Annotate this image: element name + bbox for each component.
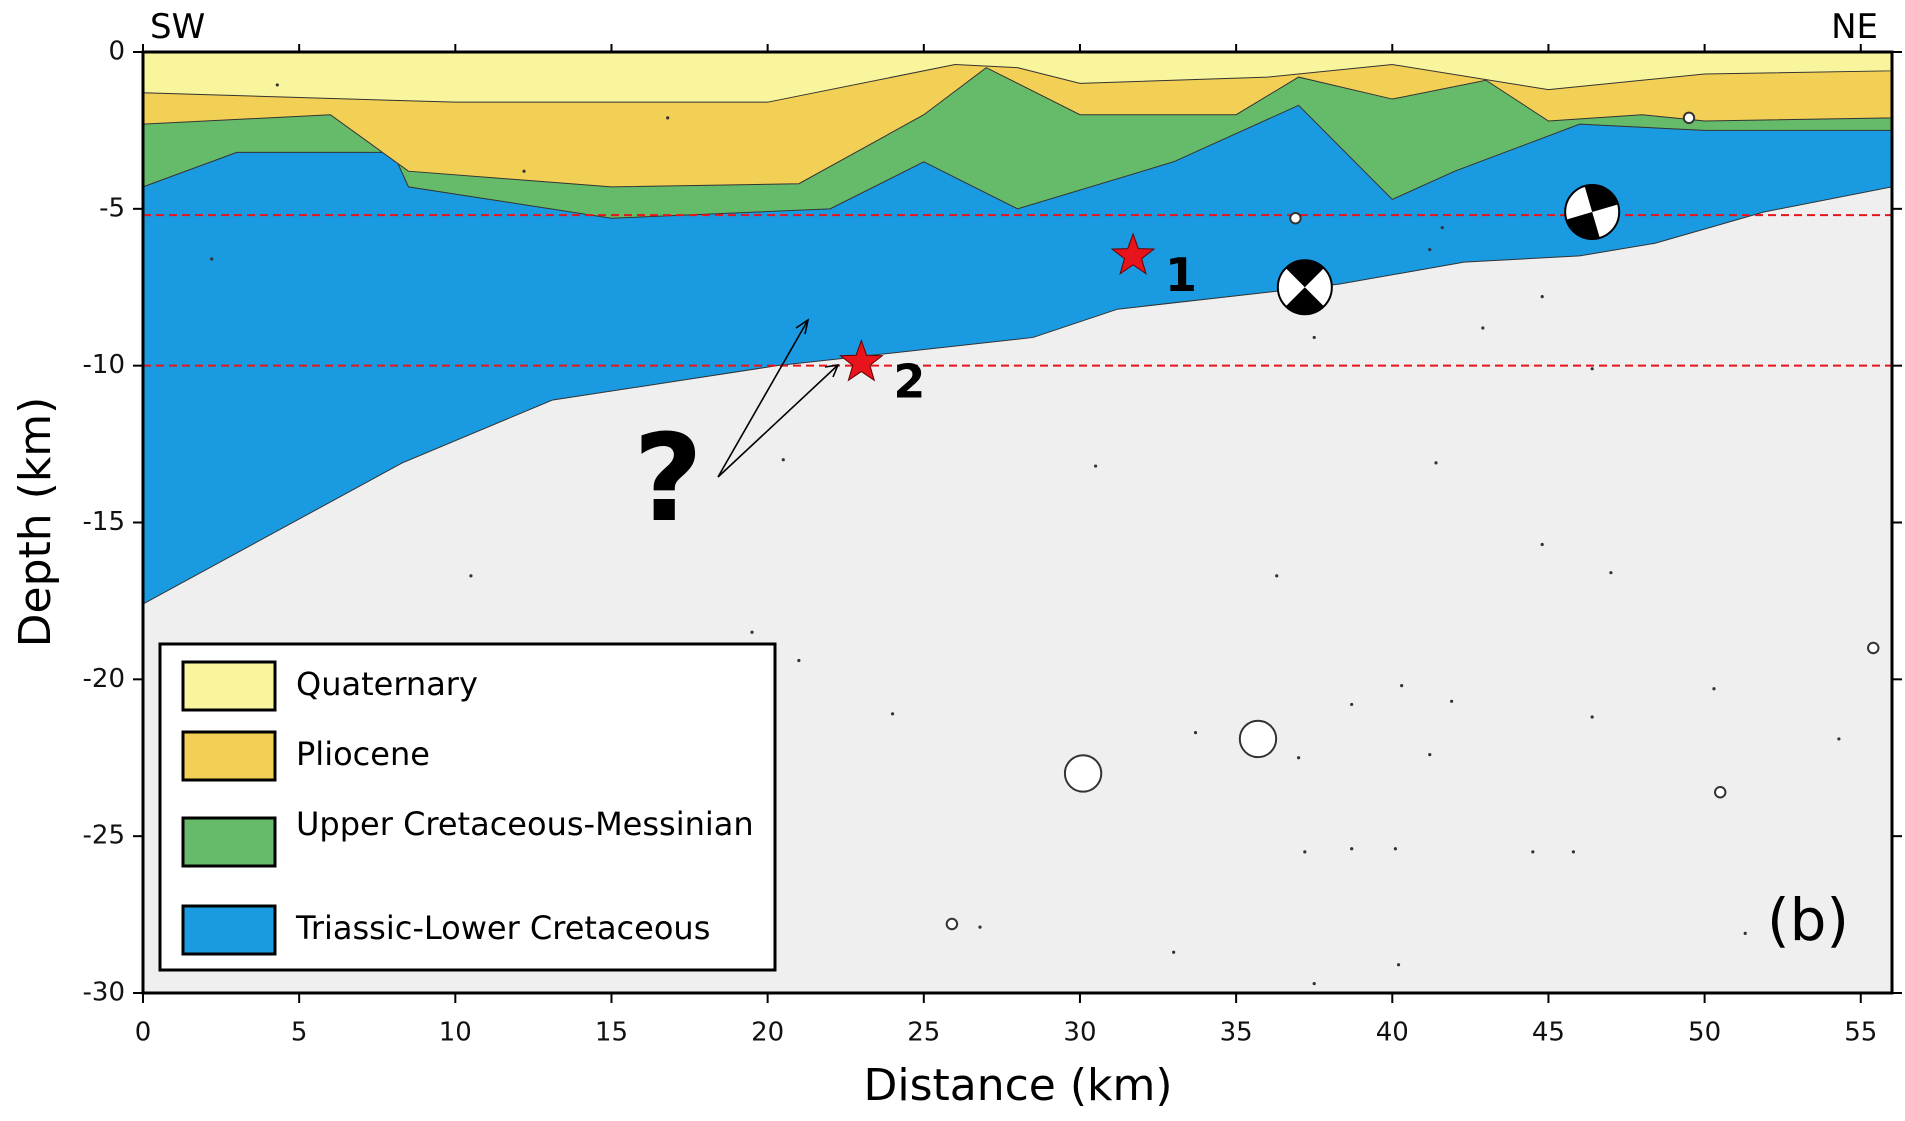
earthquake <box>1428 248 1431 251</box>
earthquake <box>1313 982 1316 985</box>
earthquake <box>1481 326 1484 329</box>
x-tick-label: 15 <box>595 1018 628 1048</box>
earthquake <box>750 631 753 634</box>
panel-label: (b) <box>1767 886 1849 954</box>
y-axis-label: Depth (km) <box>10 397 61 648</box>
x-tick-label: 10 <box>439 1018 472 1048</box>
y-tick-label: -20 <box>83 664 125 694</box>
x-tick-label: 55 <box>1844 1018 1877 1048</box>
legend-swatch <box>183 818 275 866</box>
earthquake <box>1744 932 1747 935</box>
earthquake <box>1313 336 1316 339</box>
earthquake <box>1394 847 1397 850</box>
earthquake <box>1094 464 1097 467</box>
earthquake <box>1837 737 1840 740</box>
x-tick-label: 20 <box>751 1018 784 1048</box>
y-tick-label: -10 <box>83 350 125 380</box>
x-tick-label: 45 <box>1532 1018 1565 1048</box>
x-tick-label: 40 <box>1376 1018 1409 1048</box>
earthquake <box>1572 850 1575 853</box>
earthquake <box>1303 850 1306 853</box>
legend-label: Upper Cretaceous-Messinian <box>296 805 754 843</box>
earthquake <box>1609 571 1612 574</box>
earthquake <box>1350 703 1353 706</box>
legend: Quaternary Pliocene Upper Cretaceous-Messi… <box>160 644 775 970</box>
y-tick-label: -5 <box>99 193 125 223</box>
earthquake <box>782 458 785 461</box>
y-tick-label: -25 <box>83 821 125 851</box>
star-label: 2 <box>893 355 925 409</box>
x-tick-label: 50 <box>1688 1018 1721 1048</box>
earthquake <box>1531 850 1534 853</box>
earthquake <box>947 919 957 929</box>
star-label: 1 <box>1165 248 1197 302</box>
earthquake <box>1240 721 1276 757</box>
earthquake <box>1065 755 1101 791</box>
focal-mechanism <box>1565 185 1619 239</box>
y-tick-label: -30 <box>83 978 125 1008</box>
earthquake <box>469 574 472 577</box>
earthquake <box>1450 700 1453 703</box>
legend-label: Triassic-Lower Cretaceous <box>295 909 710 947</box>
right-label: NE <box>1831 7 1878 47</box>
earthquake <box>1434 461 1437 464</box>
earthquake <box>1541 295 1544 298</box>
earthquake <box>978 926 981 929</box>
earthquake <box>1194 731 1197 734</box>
earthquake <box>1172 951 1175 954</box>
earthquake <box>1591 715 1594 718</box>
legend-swatch <box>183 732 275 780</box>
earthquake <box>1297 756 1300 759</box>
earthquake <box>1400 684 1403 687</box>
earthquake <box>1350 847 1353 850</box>
earthquake <box>1397 963 1400 966</box>
x-tick-label: 35 <box>1220 1018 1253 1048</box>
legend-label: Pliocene <box>296 735 430 773</box>
x-tick-label: 30 <box>1063 1018 1096 1048</box>
earthquake <box>210 257 213 260</box>
legend-label: Quaternary <box>296 665 478 703</box>
earthquake <box>276 83 279 86</box>
legend-swatch <box>183 906 275 954</box>
y-tick-label: -15 <box>83 507 125 537</box>
earthquake <box>797 659 800 662</box>
x-tick-label: 0 <box>135 1018 152 1048</box>
y-tick-label: 0 <box>108 37 125 67</box>
figure: 12 ? SW NE (b) Distance (km) Depth (km) … <box>0 0 1905 1117</box>
x-axis-label: Distance (km) <box>863 1060 1172 1111</box>
annotation: ? <box>633 410 703 549</box>
earthquake <box>1275 574 1278 577</box>
x-tick-label: 25 <box>907 1018 940 1048</box>
left-label: SW <box>150 7 205 47</box>
earthquake <box>522 170 525 173</box>
earthquake <box>666 116 669 119</box>
focal-mechanism <box>1278 260 1332 314</box>
earthquake <box>891 712 894 715</box>
earthquake <box>1290 213 1300 223</box>
earthquake <box>1715 787 1725 797</box>
earthquake <box>1541 543 1544 546</box>
earthquake <box>1441 226 1444 229</box>
earthquake <box>1868 643 1878 653</box>
earthquake <box>1712 687 1715 690</box>
earthquake <box>1684 113 1694 123</box>
earthquake <box>1428 753 1431 756</box>
legend-swatch <box>183 662 275 710</box>
x-tick-label: 5 <box>291 1018 308 1048</box>
earthquake <box>1591 367 1594 370</box>
